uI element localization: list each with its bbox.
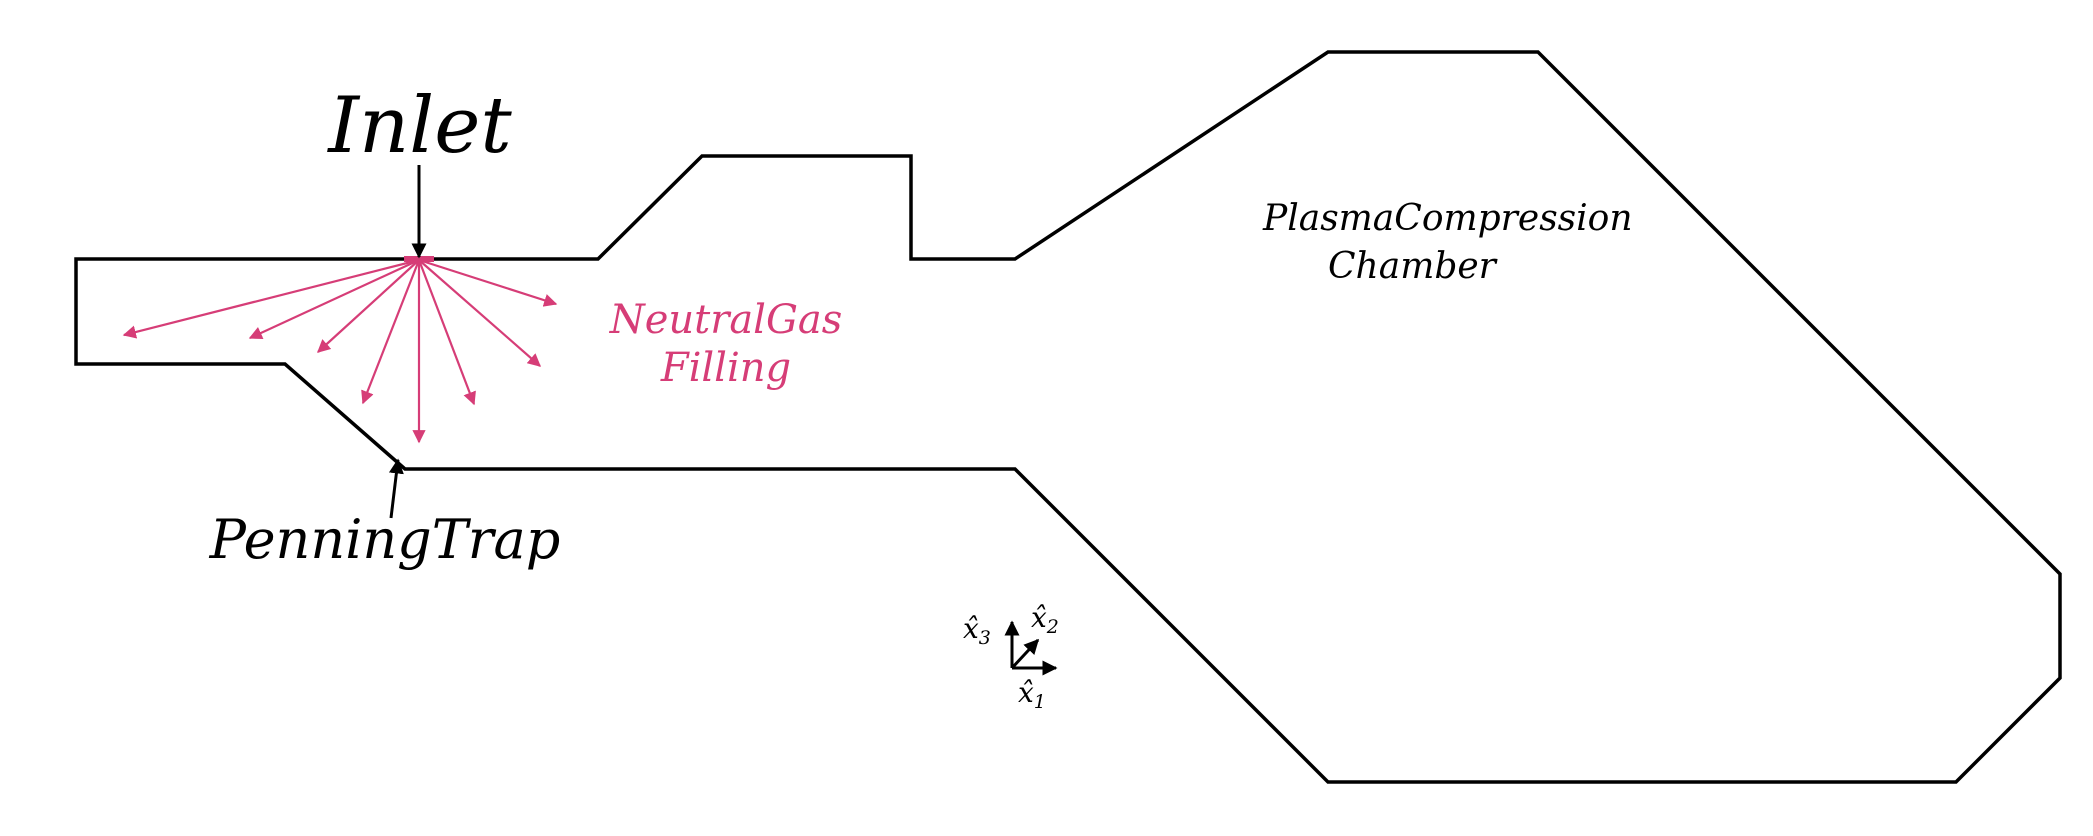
gas-arrow: [248, 259, 420, 340]
gas-arrows: [122, 258, 558, 444]
gas-arrow: [417, 259, 476, 406]
gas-arrow: [361, 259, 421, 405]
penning-trap-arrow: [388, 458, 404, 519]
gas-arrow: [418, 258, 558, 307]
penning-trap-label: PenningTrap: [209, 508, 561, 571]
inlet-label: Inlet: [326, 81, 512, 171]
axis-triad: [1004, 620, 1058, 676]
neutral-gas-label-line1: NeutralGas: [609, 297, 843, 343]
gas-arrow: [418, 259, 541, 367]
device-outline: [74, 50, 2062, 784]
plasma-chamber-label-line2: Chamber: [1328, 246, 1498, 287]
inlet-port: [404, 256, 434, 262]
x3-label: x̂3: [963, 612, 991, 649]
plasma-chamber-label-line1: PlasmaCompression: [1262, 198, 1633, 239]
neutral-gas-label-line2: Filling: [660, 345, 791, 391]
x2-label: x̂2: [1031, 601, 1059, 638]
x2-axis: [1010, 638, 1040, 670]
x1-label: x̂1: [1018, 676, 1046, 713]
gas-arrow: [122, 258, 420, 339]
gas-arrow: [317, 259, 420, 353]
